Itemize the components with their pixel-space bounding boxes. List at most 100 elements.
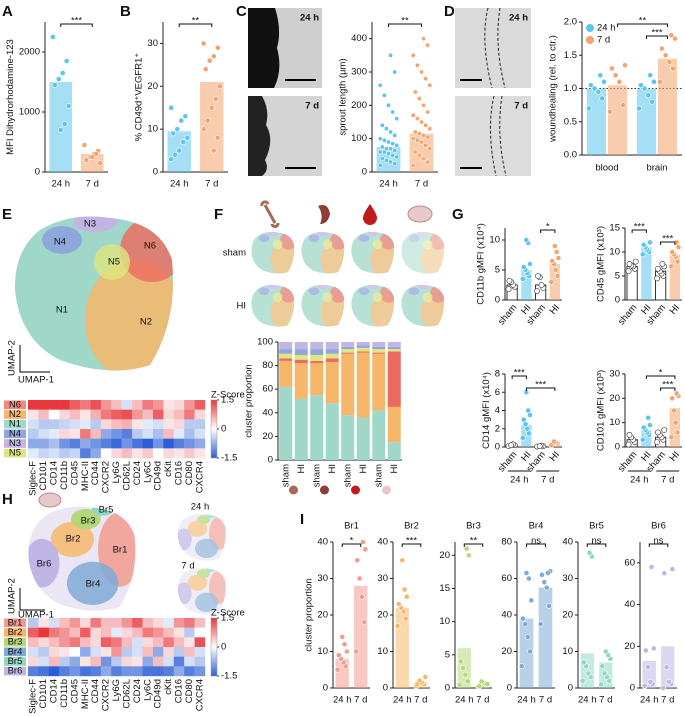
heatmap-cell	[142, 666, 154, 677]
bar-segment	[387, 349, 401, 352]
heatmap-cell	[121, 627, 133, 638]
heatmap-cell	[121, 429, 133, 439]
data-point	[172, 151, 179, 158]
data-point	[506, 277, 513, 284]
data-point	[456, 681, 463, 688]
data-point	[385, 151, 391, 157]
y-tick-label: 20	[439, 550, 450, 561]
heatmap-cell	[132, 429, 143, 439]
data-point	[214, 134, 221, 141]
data-point	[392, 147, 398, 153]
column-label: CXCR2	[101, 461, 112, 493]
x-tick-label: sham	[280, 464, 291, 487]
data-point	[595, 88, 602, 95]
x-tick-label: sham	[311, 464, 322, 487]
heatmap-cell	[48, 647, 60, 657]
x-tick-label: 7 d	[415, 179, 428, 190]
data-point	[388, 52, 394, 58]
x-tick-label: 7 d	[661, 695, 674, 706]
column-label: CD16	[173, 679, 184, 703]
bar-segment	[279, 386, 293, 460]
data-point	[541, 579, 548, 586]
umap-axis-label: UMAP-1	[18, 610, 54, 621]
colorbar-label: Z-Score	[211, 390, 245, 401]
column-label: MHC-II	[80, 461, 91, 491]
x-tick-label: 24 h	[379, 179, 398, 190]
heatmap-cell	[80, 429, 91, 439]
cluster-label: N6	[144, 241, 156, 252]
bar	[637, 88, 656, 155]
heatmap-cell	[163, 618, 174, 628]
data-point	[591, 85, 598, 92]
umap-mini	[297, 280, 351, 334]
data-point	[176, 147, 183, 154]
heatmap-cell	[48, 666, 60, 677]
data-point	[666, 678, 672, 685]
y-tick-label: 2	[495, 423, 500, 434]
data-point	[200, 126, 207, 133]
y-tick-label: 10	[609, 247, 620, 258]
umap-axis-label: UMAP-2	[7, 578, 18, 614]
bar	[658, 58, 677, 156]
row-label-bg	[4, 410, 26, 419]
x-tick-label: HI	[389, 464, 400, 474]
x-tick-label: 7 d	[414, 695, 427, 706]
heatmap-cell	[28, 400, 39, 410]
y-tick-label: 30	[609, 369, 620, 380]
heatmap-cell	[100, 656, 112, 667]
data-point	[523, 570, 530, 576]
data-point	[648, 564, 655, 570]
column-label: Ly6C	[142, 461, 153, 483]
tissue-icon	[320, 485, 329, 495]
data-point	[381, 92, 387, 98]
chart-title: Br1	[344, 521, 359, 532]
panel-label: G	[452, 206, 464, 223]
heatmap-cell	[69, 618, 81, 628]
x-tick-label: 24 h	[640, 695, 659, 706]
heatmap-cell	[111, 647, 122, 657]
data-point	[410, 52, 416, 58]
y-tick-label: 300	[351, 67, 367, 78]
x-tick-label: sham	[373, 464, 384, 487]
row-label: HI	[237, 301, 247, 312]
data-point	[661, 570, 668, 577]
y-tick-label: 80	[501, 537, 512, 548]
heatmap-cell	[59, 666, 70, 677]
data-point	[645, 664, 651, 671]
heatmap-cell	[121, 409, 133, 420]
data-point	[55, 76, 62, 82]
y-tick-label: 10	[489, 235, 500, 246]
heatmap-cell	[173, 400, 185, 410]
heatmap-cell	[132, 438, 143, 449]
y-tick-label: 2000	[19, 47, 40, 58]
heatmap-cell	[163, 448, 174, 459]
column-label: Siglec-F	[28, 461, 39, 496]
data-point	[210, 147, 217, 154]
data-point	[377, 162, 383, 168]
data-point	[204, 117, 211, 124]
data-point	[626, 431, 633, 438]
y-axis-label: % CD49d⁺VEGFR1⁺	[134, 53, 145, 142]
wound-edge	[489, 95, 507, 177]
x-tick-label: brain	[646, 163, 667, 174]
y-tick-label: 0	[495, 295, 500, 306]
bar-segment	[372, 352, 386, 354]
y-tick-label: 30	[147, 38, 158, 49]
data-point	[551, 243, 558, 249]
bar-segment	[356, 345, 370, 348]
y-tick-label: 2.0	[564, 17, 577, 28]
heatmap-cell	[194, 666, 206, 677]
data-point	[647, 678, 654, 685]
data-point	[360, 539, 366, 545]
significance-label: ***	[662, 234, 673, 245]
colorbar	[210, 399, 218, 459]
data-point	[597, 72, 604, 79]
data-point	[412, 89, 418, 95]
y-tick-label: 10	[147, 124, 158, 135]
heatmap-cell	[142, 419, 154, 430]
heatmap-cell	[48, 637, 60, 648]
heatmap-cell	[173, 666, 185, 677]
data-point	[463, 545, 470, 552]
data-point	[381, 137, 387, 143]
